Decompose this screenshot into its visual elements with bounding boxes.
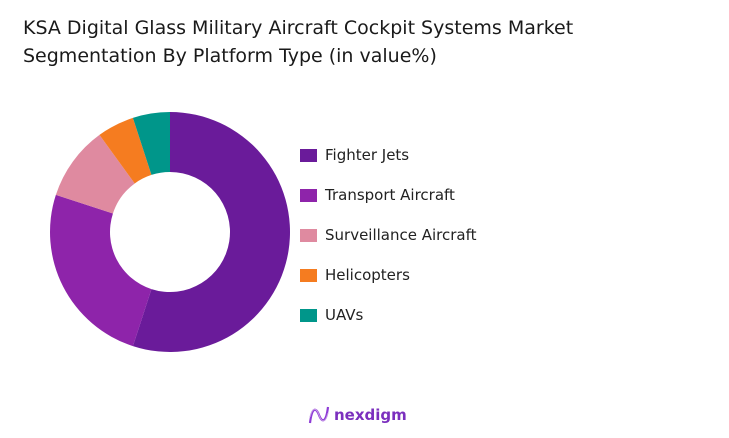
title-line-1: KSA Digital Glass Military Aircraft Cock…	[23, 17, 574, 39]
legend-label: Helicopters	[325, 266, 410, 284]
legend-swatch	[300, 148, 317, 162]
legend-item: Helicopters	[300, 266, 410, 284]
legend-item: Surveillance Aircraft	[300, 226, 477, 244]
logo-text: nexdigm	[334, 406, 407, 424]
legend-label: UAVs	[325, 306, 364, 324]
legend-swatch	[300, 308, 317, 322]
legend-swatch	[300, 228, 317, 242]
legend-item: Transport Aircraft	[300, 186, 455, 204]
logo-wave-icon	[308, 406, 330, 424]
slice-surveillance-aircraft	[55, 134, 135, 214]
legend-swatch	[300, 268, 317, 282]
slice-helicopters	[99, 117, 152, 184]
slice-fighter-jets	[132, 112, 290, 352]
legend-item: Fighter Jets	[300, 146, 409, 164]
legend-label: Transport Aircraft	[325, 186, 455, 204]
title-line-2: Segmentation By Platform Type (in value%…	[23, 45, 437, 67]
slice-uavs	[132, 112, 170, 175]
slice-transport-aircraft	[49, 194, 152, 347]
legend-label: Surveillance Aircraft	[325, 226, 477, 244]
legend-label: Fighter Jets	[325, 146, 410, 164]
legend-item: UAVs	[300, 306, 363, 324]
legend-swatch	[300, 188, 317, 202]
chart-title: KSA Digital Glass Military Aircraft Cock…	[23, 14, 573, 70]
nexdigm-logo: nexdigm	[308, 405, 407, 425]
